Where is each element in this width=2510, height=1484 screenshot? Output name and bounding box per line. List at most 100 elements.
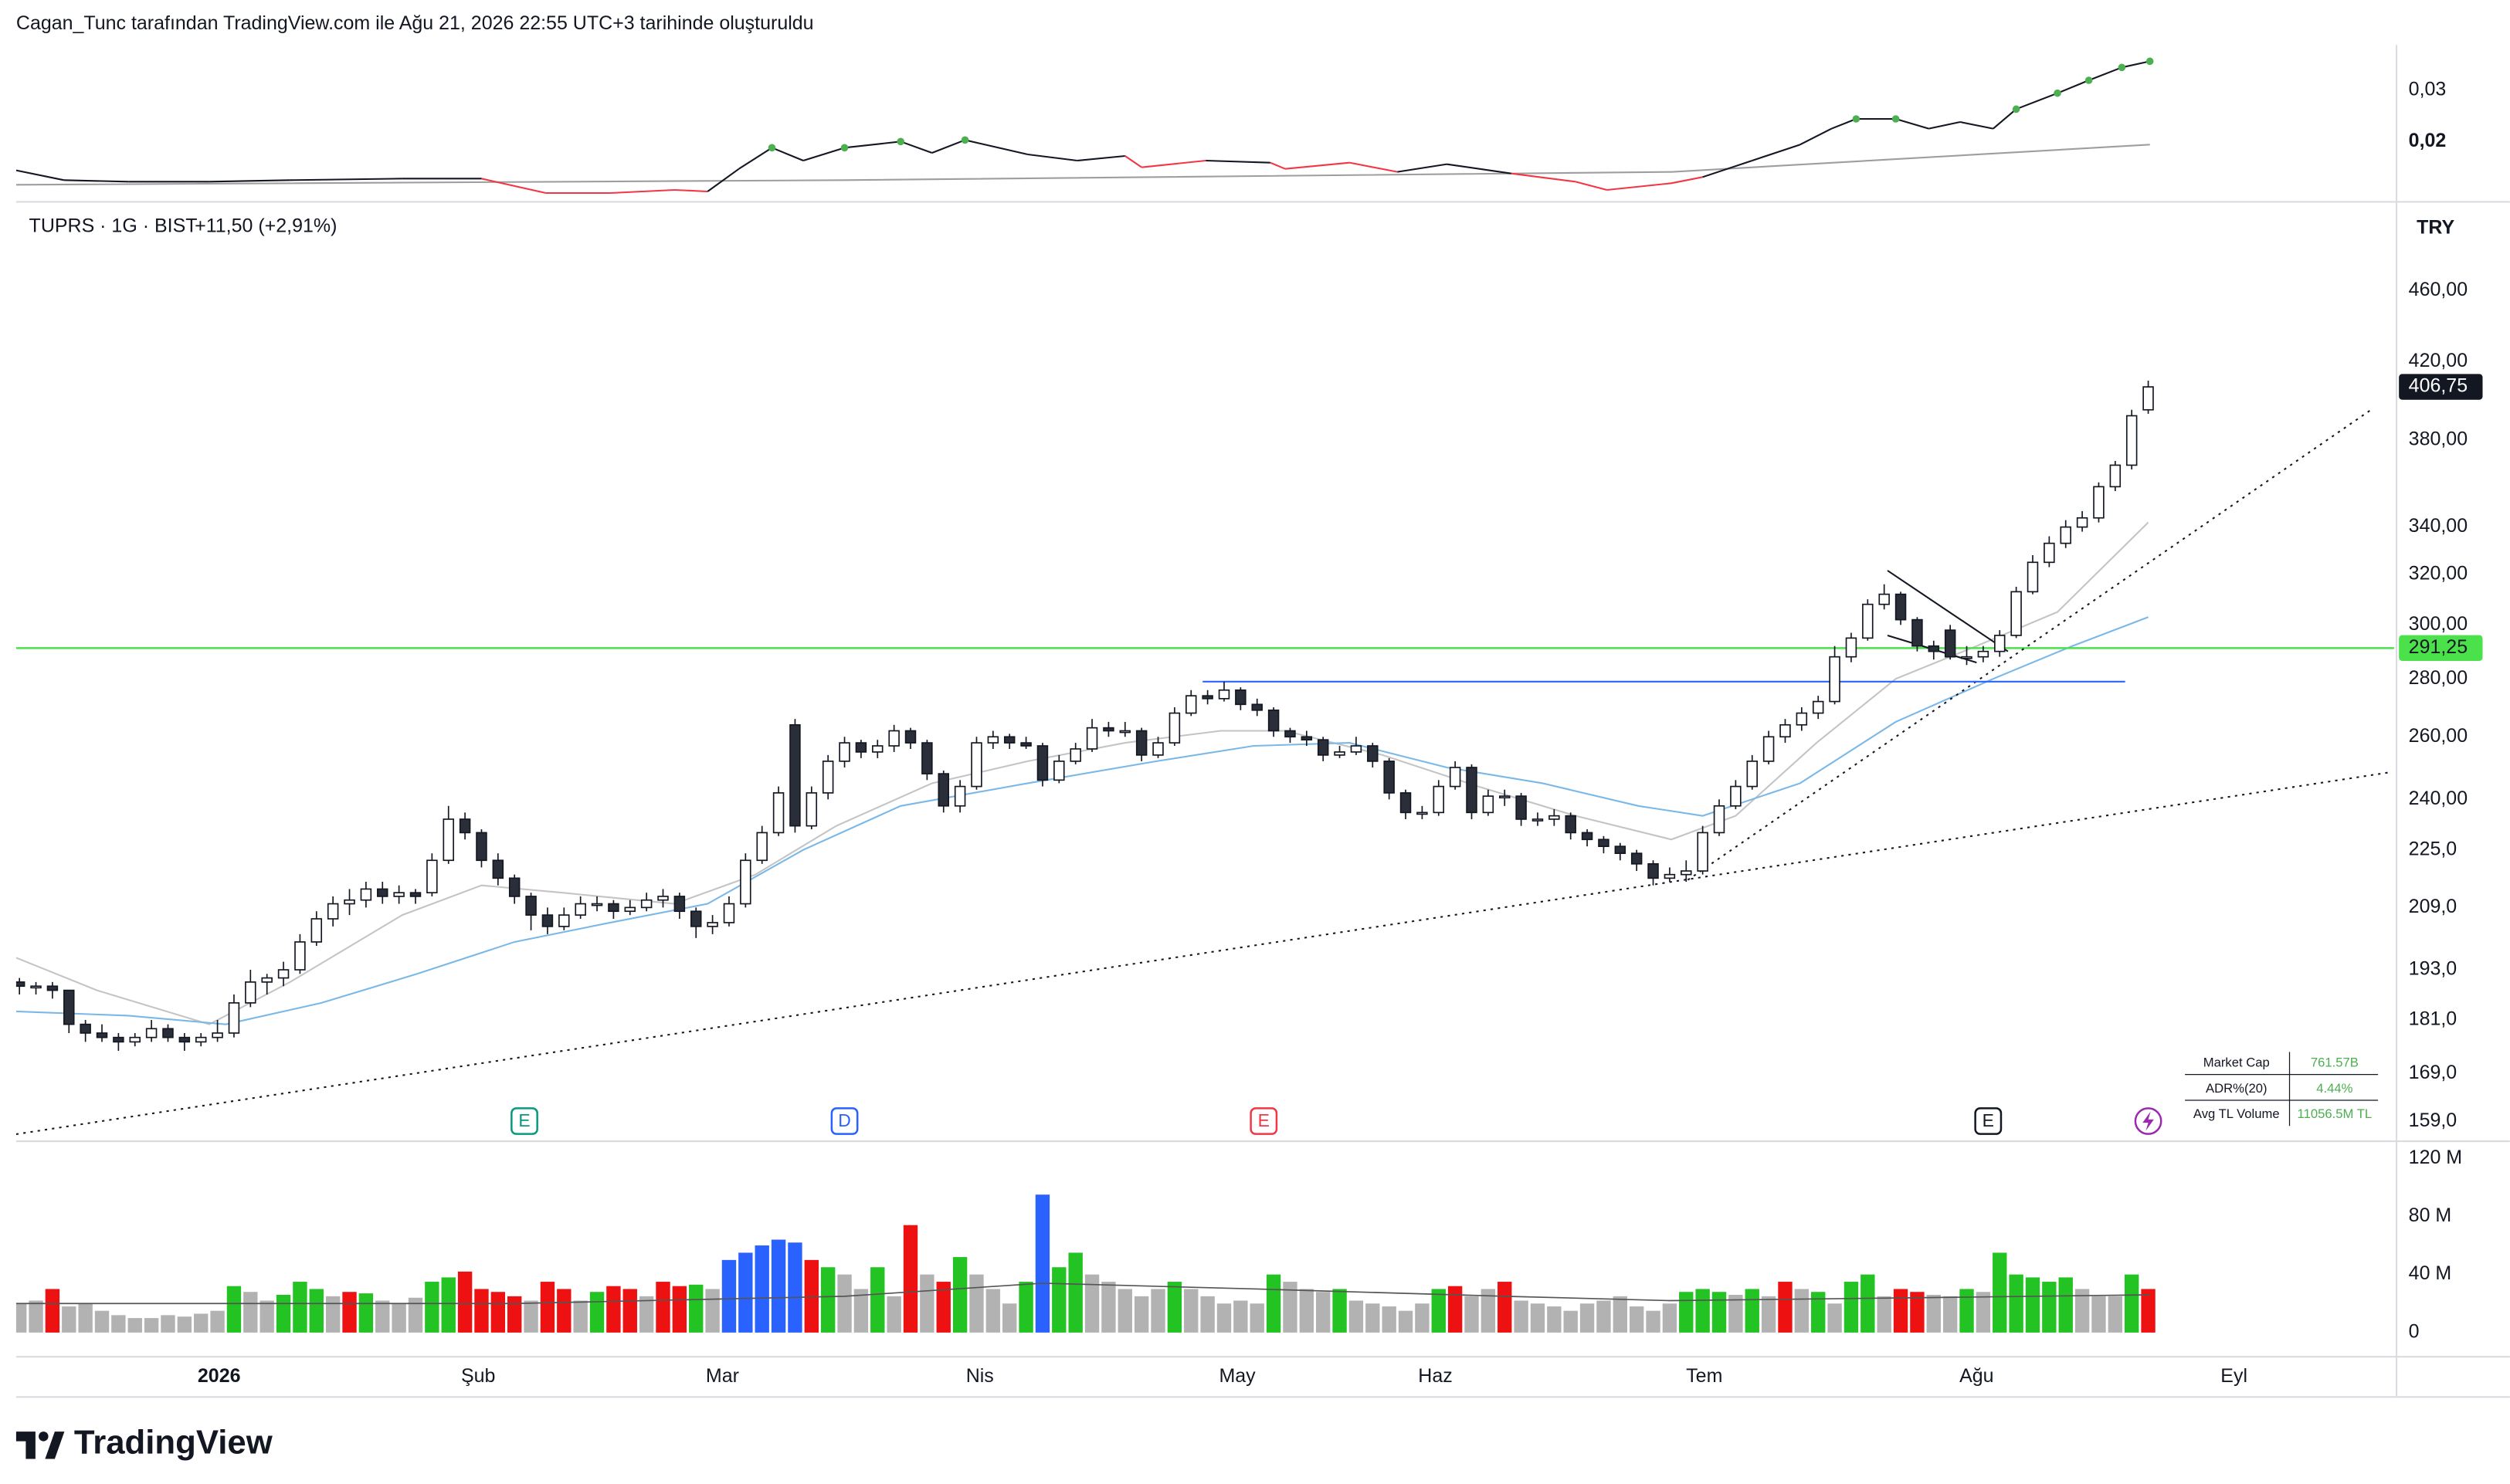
indicator-ma: [15, 144, 2150, 186]
y-tick-label: 460,00: [2409, 279, 2468, 300]
candle-body: [657, 896, 669, 901]
indicator-line: [610, 188, 675, 195]
event-badge: [830, 1107, 859, 1135]
candle-body: [740, 859, 751, 905]
indicator-line: [931, 139, 965, 154]
x-tick-label: Şub: [461, 1365, 495, 1387]
indicator-dot: [2084, 76, 2093, 84]
candle-body: [476, 832, 487, 862]
volume-bar: [1365, 1303, 1380, 1333]
volume-bar: [1415, 1303, 1430, 1333]
y-tick-label: 260,00: [2409, 725, 2468, 747]
candle-body: [443, 818, 454, 862]
candle-body: [1845, 637, 1857, 658]
y-tick-label: 380,00: [2409, 429, 2468, 450]
y-tick-label: 120 M: [2409, 1147, 2462, 1168]
candle-body: [2142, 386, 2154, 411]
indicator-panel: [15, 57, 2154, 195]
y-tick-label: 209,0: [2409, 896, 2457, 917]
candle-body: [212, 1032, 223, 1038]
table-value: 761.57B: [2311, 1055, 2359, 1069]
candle-body: [1449, 767, 1461, 788]
volume-bar: [15, 1303, 27, 1333]
volume-bar: [342, 1292, 357, 1333]
candle-body: [2093, 486, 2105, 519]
currency: TRY: [2417, 216, 2454, 238]
indicator-dot: [897, 137, 904, 146]
volume-bar: [1959, 1289, 1974, 1333]
volume-bar: [1794, 1289, 1810, 1333]
volume-bar: [309, 1289, 324, 1333]
volume-bar: [1711, 1292, 1727, 1333]
candle-body: [426, 859, 438, 894]
volume-bar: [161, 1315, 175, 1333]
candle-body: [30, 985, 42, 989]
volume-bar: [2042, 1282, 2057, 1333]
indicator-line: [1206, 159, 1270, 164]
candle-body: [872, 745, 884, 753]
candle-body: [360, 888, 372, 901]
candle-body: [113, 1036, 124, 1043]
volume-bar: [226, 1286, 242, 1333]
indicator-line: [1606, 182, 1672, 191]
candle-body: [2076, 517, 2088, 528]
candle-body: [1251, 703, 1263, 711]
volume-bar: [837, 1274, 852, 1333]
candle-body: [1531, 818, 1544, 822]
candle-body: [1647, 863, 1659, 879]
candle-body: [756, 832, 768, 862]
volume-bar: [1761, 1296, 1776, 1333]
indicator-line: [63, 179, 129, 183]
volume-bar: [705, 1289, 720, 1333]
volume-bar: [1068, 1252, 1083, 1333]
volume-bar: [474, 1289, 489, 1333]
candle-body: [294, 941, 306, 971]
candle-body: [1681, 870, 1692, 876]
volume-bar: [1035, 1194, 1050, 1333]
indicator-line: [1799, 127, 1832, 146]
logo: TradingView: [15, 1423, 273, 1461]
volume-bar: [1316, 1292, 1331, 1333]
candle-body: [2125, 415, 2138, 466]
volume-bar: [573, 1300, 588, 1333]
x-tick-label: Haz: [1418, 1365, 1452, 1387]
change: +11,50 (+2,91%): [195, 215, 337, 236]
event-label: D: [838, 1110, 851, 1130]
candle-body: [327, 903, 339, 920]
volume-bar: [408, 1297, 423, 1333]
candle-body: [1152, 742, 1164, 756]
volume-bar: [1101, 1282, 1116, 1333]
volume-bar: [45, 1289, 60, 1333]
candle-body: [1713, 805, 1725, 834]
candle-body: [1581, 832, 1593, 841]
candle-body: [1730, 785, 1742, 807]
info-table-text: Market Cap 761.57B ADR%(20) 4.44% Avg TL Vol…: [2193, 1055, 2372, 1121]
candle-body: [921, 742, 933, 774]
indicator-line: [2057, 80, 2090, 94]
event-label: E: [1258, 1110, 1270, 1130]
candle-body: [1796, 712, 1808, 726]
candle-body: [1911, 618, 1923, 647]
candle-body: [1812, 700, 1824, 714]
volume-bar: [1745, 1289, 1759, 1333]
volume-bar: [689, 1284, 704, 1333]
x-tick-label: Ağu: [1959, 1365, 1993, 1387]
indicator-line: [738, 147, 773, 170]
indicator-line: [1959, 120, 1993, 130]
y-tick-label: 80 M: [2409, 1204, 2452, 1226]
indicator-line: [900, 141, 933, 154]
volume-bar: [738, 1252, 753, 1333]
candle-body: [1350, 745, 1362, 753]
candle-body: [640, 899, 653, 909]
volume-bar: [375, 1300, 390, 1333]
volume-bar: [1679, 1292, 1694, 1333]
volume-bar: [325, 1296, 341, 1333]
candle-body: [1565, 815, 1576, 834]
volume-bar: [1993, 1252, 2007, 1333]
candle-body: [789, 723, 801, 827]
volume-bar: [490, 1292, 506, 1333]
indicator-dot: [2012, 105, 2020, 114]
candle-body: [15, 981, 25, 988]
y-tick-label: 159,0: [2409, 1110, 2457, 1131]
